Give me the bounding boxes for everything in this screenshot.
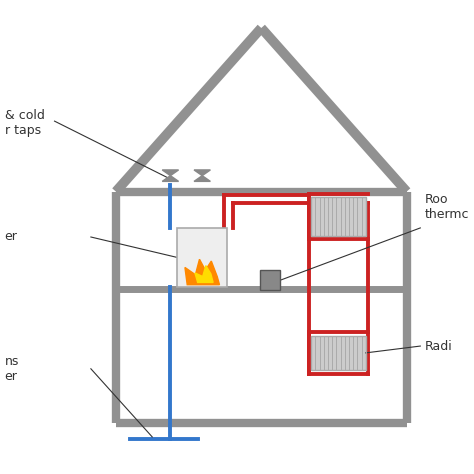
Polygon shape [194,176,210,182]
Text: Radi: Radi [425,339,453,353]
Polygon shape [162,170,179,176]
Text: ns
er: ns er [5,355,19,383]
Text: Roo
thermc: Roo thermc [425,193,469,221]
Bar [177,228,227,287]
Bar [311,197,366,236]
Bar [260,270,280,290]
Polygon shape [195,265,213,283]
Bar [311,336,366,370]
Text: & cold
r taps: & cold r taps [5,109,45,137]
Text: er: er [5,230,18,244]
Polygon shape [194,170,210,176]
Polygon shape [162,176,179,182]
Polygon shape [185,259,219,285]
